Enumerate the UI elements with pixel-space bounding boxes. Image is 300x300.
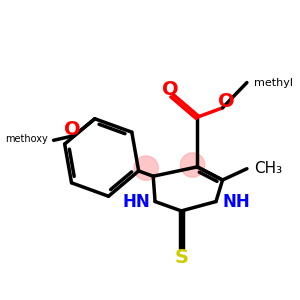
Text: NH: NH xyxy=(223,193,250,211)
Text: S: S xyxy=(174,248,188,267)
Circle shape xyxy=(134,156,158,180)
Text: O: O xyxy=(218,92,235,111)
Text: O: O xyxy=(64,119,81,139)
Text: HN: HN xyxy=(122,193,150,211)
Text: methyl: methyl xyxy=(254,77,293,88)
Text: CH₃: CH₃ xyxy=(254,161,283,176)
Circle shape xyxy=(180,153,205,177)
Text: O: O xyxy=(162,80,178,99)
Text: methoxy: methoxy xyxy=(5,134,48,144)
